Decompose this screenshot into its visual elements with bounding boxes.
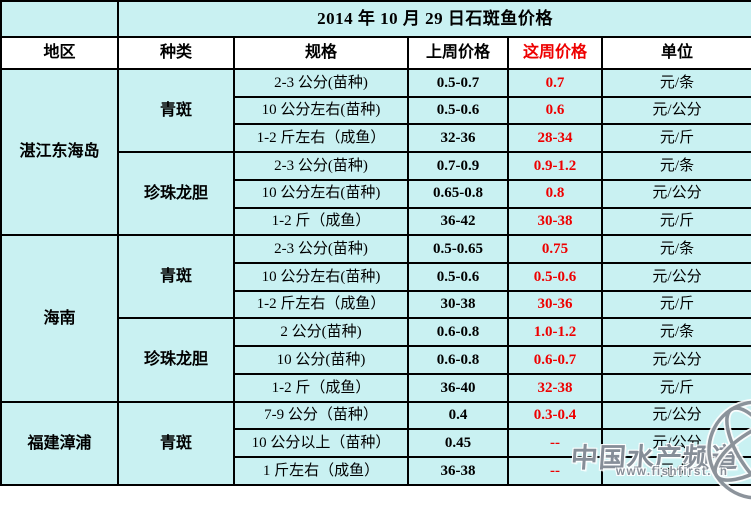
unit-cell: 元/公分 — [600, 345, 751, 375]
table-row: 10 公分左右(苗种) 0.65-0.8 0.8 元/公分 — [1, 178, 751, 209]
table-row: 10 公分以上（苗种） 0.45 -- 元/公分 — [1, 428, 751, 459]
spec-cell: 10 公分以上（苗种） — [233, 428, 409, 459]
last-week-cell: 0.4 — [407, 400, 509, 431]
last-week-cell: 0.65-0.8 — [407, 178, 509, 209]
table-row: 1-2 斤（成鱼） 36-42 30-38 元/斤 — [1, 206, 751, 237]
last-week-cell: 0.7-0.9 — [407, 151, 509, 181]
unit-cell: 元/公分 — [600, 428, 751, 459]
unit-cell: 元/条 — [600, 317, 751, 348]
last-week-cell: 0.45 — [407, 428, 509, 459]
this-week-cell: 1.0-1.2 — [507, 317, 603, 348]
col-header-this-week: 这周价格 — [507, 36, 603, 70]
species-cell: 青斑 — [117, 400, 235, 487]
col-header-species: 种类 — [117, 36, 235, 70]
species-cell: 珍珠龙胆 — [117, 151, 235, 237]
table-row: 10 公分左右(苗种) 0.5-0.6 0.5-0.6 元/公分 — [1, 262, 751, 292]
this-week-cell: 0.9-1.2 — [507, 151, 603, 181]
last-week-cell: 36-40 — [407, 372, 509, 403]
spec-cell: 10 公分左右(苗种) — [233, 178, 409, 209]
last-week-cell: 0.5-0.6 — [407, 262, 509, 292]
this-week-cell: 30-36 — [507, 289, 603, 320]
title-row: 2014 年 10 月 29 日石斑鱼价格 — [0, 0, 751, 38]
last-week-cell: 30-38 — [407, 289, 509, 320]
unit-cell: 元/斤 — [600, 206, 751, 237]
table-row: 湛江东海岛 青斑 2-3 公分(苗种) 0.5-0.7 0.7 元/条 — [0, 67, 751, 237]
last-week-cell: 0.5-0.6 — [407, 95, 509, 126]
spec-cell: 10 公分(苗种) — [233, 345, 409, 375]
col-header-region: 地区 — [0, 36, 119, 70]
species-cell: 珍珠龙胆 — [117, 317, 235, 403]
spec-cell: 10 公分左右(苗种) — [233, 95, 409, 126]
this-week-cell: -- — [507, 456, 603, 486]
table-row: 1-2 斤左右（成鱼） 30-38 30-36 元/斤 — [1, 289, 751, 320]
last-week-cell: 0.5-0.65 — [407, 234, 509, 265]
table-row: 海南 青斑 2-3 公分(苗种) 0.5-0.65 0.75 元/条 — [0, 234, 751, 403]
title-row-empty-cell — [0, 0, 119, 38]
this-week-cell: 0.6-0.7 — [507, 345, 603, 375]
column-header-row: 地区 种类 规格 上周价格 这周价格 单位 — [0, 36, 751, 70]
table-row: 10 公分左右(苗种) 0.5-0.6 0.6 元/公分 — [1, 95, 751, 126]
this-week-cell: 0.75 — [507, 234, 603, 265]
last-week-cell: 36-38 — [407, 456, 509, 486]
spec-cell: 10 公分左右(苗种) — [233, 262, 409, 292]
spec-cell: 1-2 斤（成鱼） — [233, 206, 409, 237]
table-row: 福建漳浦 青斑 7-9 公分（苗种） 0.4 0.3-0.4 元/公分 — [0, 400, 751, 487]
unit-cell: 元/斤 — [600, 456, 751, 486]
spec-cell: 2-3 公分(苗种) — [233, 234, 409, 265]
last-week-cell: 0.5-0.7 — [407, 68, 509, 98]
this-week-cell: -- — [507, 428, 603, 459]
region-cell: 湛江东海岛 — [0, 67, 119, 237]
table-row: 1-2 斤左右（成鱼） 32-36 28-34 元/斤 — [1, 123, 751, 154]
table-row: 珍珠龙胆 2 公分(苗种) 0.6-0.8 1.0-1.2 元/条 — [1, 317, 751, 403]
table-row: 10 公分(苗种) 0.6-0.8 0.6-0.7 元/公分 — [1, 345, 751, 375]
spec-cell: 2-3 公分(苗种) — [233, 151, 409, 181]
spec-cell: 1 斤左右（成鱼） — [233, 456, 409, 486]
unit-cell: 元/斤 — [600, 289, 751, 320]
unit-cell: 元/公分 — [600, 95, 751, 126]
this-week-cell: 0.5-0.6 — [507, 262, 603, 292]
unit-cell: 元/条 — [600, 68, 751, 98]
unit-cell: 元/条 — [600, 151, 751, 181]
col-header-spec: 规格 — [233, 36, 409, 70]
table-row: 1-2 斤（成鱼） 36-40 32-38 元/斤 — [1, 372, 751, 403]
last-week-cell: 32-36 — [407, 123, 509, 154]
this-week-cell: 0.7 — [507, 68, 603, 98]
this-week-cell: 28-34 — [507, 123, 603, 154]
this-week-cell: 30-38 — [507, 206, 603, 237]
page-title: 2014 年 10 月 29 日石斑鱼价格 — [116, 0, 751, 38]
unit-cell: 元/条 — [600, 234, 751, 265]
unit-cell: 元/公分 — [600, 400, 751, 431]
unit-cell: 元/斤 — [600, 123, 751, 154]
spec-cell: 7-9 公分（苗种） — [233, 400, 409, 431]
spec-cell: 1-2 斤左右（成鱼） — [233, 289, 409, 320]
this-week-cell: 0.3-0.4 — [507, 400, 603, 431]
this-week-cell: 32-38 — [507, 372, 603, 403]
unit-cell: 元/公分 — [600, 178, 751, 209]
spec-cell: 1-2 斤（成鱼） — [233, 372, 409, 403]
table-row: 珍珠龙胆 2-3 公分(苗种) 0.7-0.9 0.9-1.2 元/条 — [1, 151, 751, 237]
col-header-unit: 单位 — [600, 36, 751, 70]
spec-cell: 1-2 斤左右（成鱼） — [233, 123, 409, 154]
this-week-cell: 0.8 — [507, 178, 603, 209]
last-week-cell: 0.6-0.8 — [407, 317, 509, 348]
spec-cell: 2 公分(苗种) — [233, 317, 409, 348]
spec-cell: 2-3 公分(苗种) — [233, 68, 409, 98]
region-cell: 海南 — [0, 234, 119, 403]
region-cell: 福建漳浦 — [0, 400, 119, 487]
last-week-cell: 36-42 — [407, 206, 509, 237]
unit-cell: 元/公分 — [600, 262, 751, 292]
unit-cell: 元/斤 — [600, 372, 751, 403]
price-table: 2014 年 10 月 29 日石斑鱼价格 地区 种类 规格 上周价格 这周价格… — [0, 0, 751, 487]
species-cell: 青斑 — [117, 234, 235, 320]
species-cell: 青斑 — [117, 67, 235, 154]
last-week-cell: 0.6-0.8 — [407, 345, 509, 375]
col-header-last-week: 上周价格 — [407, 36, 509, 70]
this-week-cell: 0.6 — [507, 95, 603, 126]
